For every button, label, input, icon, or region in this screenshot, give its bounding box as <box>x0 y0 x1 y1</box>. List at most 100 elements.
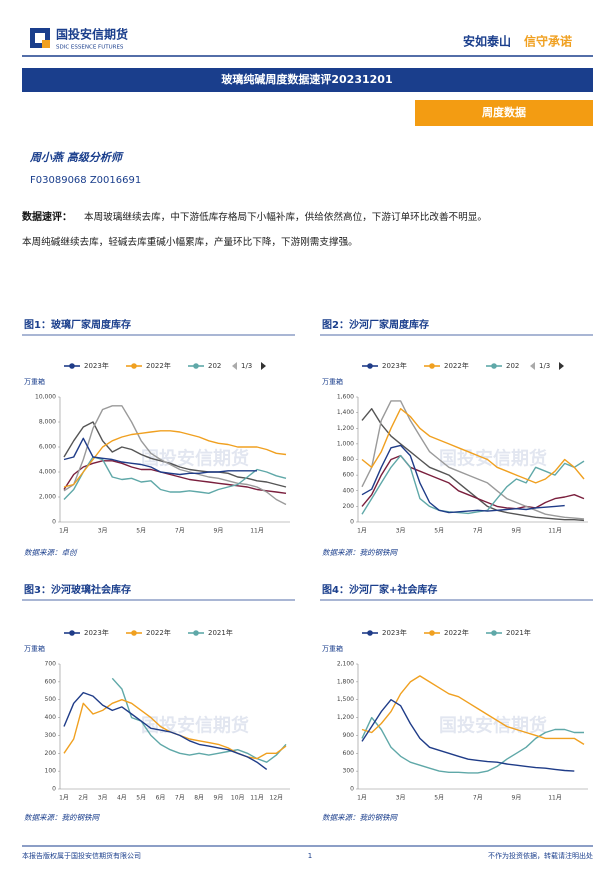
x-tick-label: 11月 <box>548 795 562 802</box>
summary-text: 本周纯碱继续去库，轻碱去库重碱小幅累库，产量环比下降，下游刚需支撑强。 <box>22 236 358 248</box>
pager-next <box>559 362 564 370</box>
y-tick-label: 6,000 <box>39 444 56 451</box>
x-tick-label: 3月 <box>396 528 406 535</box>
series-line <box>361 454 585 510</box>
x-tick-label: 3月 <box>98 528 108 535</box>
pager-prev <box>232 362 237 370</box>
x-tick-label: 12月 <box>270 795 284 802</box>
y-tick-label: 8,000 <box>39 419 56 426</box>
y-tick-label: 1,200 <box>337 714 354 721</box>
legend-dot <box>193 363 199 369</box>
x-tick-label: 1月 <box>59 795 69 802</box>
series-line <box>361 675 585 745</box>
chart-title: 图4：沙河厂家+社会库存 <box>322 583 437 596</box>
legend-dot <box>69 630 75 636</box>
x-tick-label: 11月 <box>250 795 264 802</box>
x-tick-label: 8月 <box>194 795 204 802</box>
y-tick-label: 400 <box>45 714 57 721</box>
x-tick-label: 5月 <box>136 795 146 802</box>
series-line <box>361 408 585 522</box>
x-tick-label: 5月 <box>434 528 444 535</box>
author-codes: F03089068 Z0016691 <box>30 175 141 186</box>
slogan: 安如泰山 <box>463 34 511 49</box>
y-axis-label: 万重箱 <box>322 644 343 653</box>
x-tick-label: 7月 <box>175 528 185 535</box>
y-tick-label: 0 <box>350 519 354 526</box>
series-line <box>63 437 257 476</box>
footer-right: 不作为投资依据，转载请注明出处 <box>488 851 593 860</box>
series-line <box>63 691 268 770</box>
legend-label: 2021年 <box>506 628 531 637</box>
x-tick-label: 6月 <box>156 795 166 802</box>
legend-dot <box>367 363 373 369</box>
series-line <box>63 405 287 506</box>
y-tick-label: 700 <box>45 661 57 668</box>
y-tick-label: 4,000 <box>39 469 56 476</box>
x-tick-label: 3月 <box>98 795 108 802</box>
x-tick-label: 7月 <box>473 795 483 802</box>
legend-dot <box>131 363 137 369</box>
x-tick-label: 11月 <box>548 528 562 535</box>
y-tick-label: 0 <box>52 786 56 793</box>
legend-dot <box>491 630 497 636</box>
series-line <box>361 699 575 772</box>
x-tick-label: 10月 <box>231 795 245 802</box>
y-tick-label: 0 <box>52 519 56 526</box>
legend-dot <box>193 630 199 636</box>
y-tick-label: 600 <box>45 678 57 685</box>
legend-label: 2023年 <box>84 361 109 370</box>
x-tick-label: 1月 <box>357 795 367 802</box>
series-line <box>361 444 565 514</box>
page-number: 1 <box>308 852 312 860</box>
legend-dot <box>491 363 497 369</box>
legend-label: 202 <box>506 362 519 370</box>
y-tick-label: 1,600 <box>337 394 354 401</box>
footer-left: 本报告版权属于国投安信期货有限公司 <box>22 851 141 860</box>
legend-label: 202 <box>208 362 221 370</box>
chart-source: 数据来源：我的钢铁网 <box>322 813 398 822</box>
legend-dot <box>131 630 137 636</box>
y-tick-label: 300 <box>343 768 355 775</box>
x-tick-label: 11月 <box>250 528 264 535</box>
x-tick-label: 3月 <box>396 795 406 802</box>
y-tick-label: 10,000 <box>35 394 56 401</box>
y-tick-label: 100 <box>45 768 57 775</box>
y-tick-label: 200 <box>45 750 57 757</box>
y-tick-label: 0 <box>350 786 354 793</box>
x-tick-label: 5月 <box>434 795 444 802</box>
legend-label: 2023年 <box>382 361 407 370</box>
x-tick-label: 5月 <box>136 528 146 535</box>
legend-label: 2022年 <box>444 361 469 370</box>
summary-label: 数据速评： <box>22 210 72 223</box>
x-tick-label: 9月 <box>214 528 224 535</box>
legend-label: 2022年 <box>146 628 171 637</box>
x-tick-label: 9月 <box>512 528 522 535</box>
x-tick-label: 1月 <box>59 528 69 535</box>
chart-source: 数据来源：我的钢铁网 <box>24 813 100 822</box>
y-tick-label: 900 <box>343 732 355 739</box>
author: 周小燕 高级分析师 <box>29 151 124 164</box>
watermark: 国投安信期货 <box>439 448 547 470</box>
pager-label: 1/3 <box>539 362 550 370</box>
series-line <box>361 408 585 484</box>
summary-text: 本周玻璃继续去库，中下游低库存格局下小幅补库，供给依然高位，下游订单环比改善不明… <box>84 211 487 223</box>
chart-source: 数据来源：卓创 <box>24 548 78 557</box>
series-line <box>361 716 584 774</box>
legend-dot <box>429 363 435 369</box>
series-line <box>63 456 287 500</box>
legend-dot <box>429 630 435 636</box>
y-axis-label: 万重箱 <box>322 377 343 386</box>
series-line <box>361 454 585 515</box>
logo-icon-accent <box>42 40 50 48</box>
company-en: SDIC ESSENCE FUTURES <box>56 45 124 51</box>
pager-prev <box>530 362 535 370</box>
y-tick-label: 1,500 <box>337 696 354 703</box>
x-tick-label: 2月 <box>78 795 88 802</box>
y-tick-label: 300 <box>45 732 57 739</box>
pager-next <box>261 362 266 370</box>
y-tick-label: 1,200 <box>337 425 354 432</box>
watermark: 国投安信期货 <box>141 448 249 470</box>
chart-source: 数据来源：我的钢铁网 <box>322 548 398 557</box>
series-line <box>63 430 287 488</box>
